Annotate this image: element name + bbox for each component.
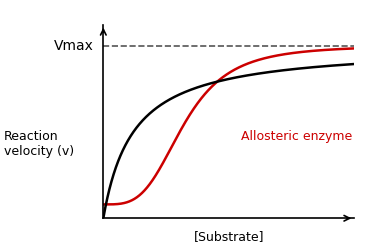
Text: Allosteric enzyme: Allosteric enzyme xyxy=(241,130,352,144)
Text: Reaction
velocity (v): Reaction velocity (v) xyxy=(4,130,74,158)
Text: Vmax: Vmax xyxy=(54,38,93,53)
Text: [Substrate]: [Substrate] xyxy=(193,230,264,243)
